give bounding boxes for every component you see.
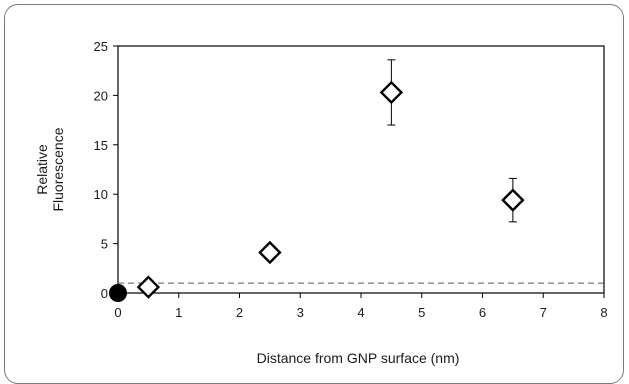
y-tick-label: 15 — [94, 138, 108, 153]
data-point-diamond — [258, 240, 282, 265]
plot-area-border — [117, 45, 605, 294]
y-tick-label: 20 — [94, 88, 108, 103]
x-tick-label: 4 — [357, 305, 364, 320]
chart-frame — [4, 4, 624, 384]
y-axis-title: Relative Fluorescence — [34, 127, 66, 211]
x-tick-label: 8 — [600, 305, 607, 320]
y-axis-title-line: Fluorescence — [50, 127, 66, 211]
x-tick-label: 1 — [175, 305, 182, 320]
data-point-diamond — [136, 275, 161, 299]
x-tick-label: 3 — [297, 305, 304, 320]
data-point-diamond — [379, 80, 404, 105]
y-tick-label: 25 — [94, 39, 108, 54]
data-point-diamond — [501, 188, 525, 212]
scatter-chart: Relative Fluorescence Distance from GNP s… — [34, 39, 608, 366]
y-tick-label: 10 — [94, 187, 108, 202]
x-tick-label: 0 — [114, 305, 121, 320]
y-tick-label: 0 — [101, 286, 108, 301]
x-tick-label: 2 — [236, 305, 243, 320]
x-tick-label: 5 — [418, 305, 425, 320]
y-axis-title-line: Relative — [34, 144, 50, 195]
x-axis-title: Distance from GNP surface (nm) — [257, 350, 460, 366]
data-point-circle — [109, 284, 127, 302]
x-tick-label: 6 — [479, 305, 486, 320]
x-tick-label: 7 — [540, 305, 547, 320]
y-tick-label: 5 — [101, 237, 108, 252]
